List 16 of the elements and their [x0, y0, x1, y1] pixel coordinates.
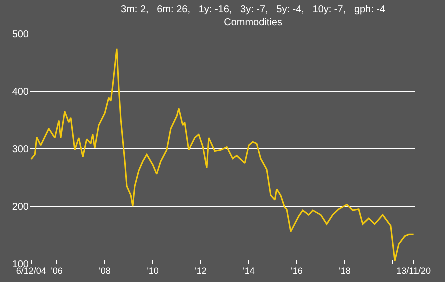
- x-tick-label: '06: [51, 266, 63, 276]
- x-tick-label: '10: [147, 266, 159, 276]
- y-tick-label: 200: [12, 202, 30, 213]
- x-tick-label: '12: [195, 266, 207, 276]
- chart-title: 3m: 2, 6m: 26, 1y: -16, 3y: -7, 5y: -4, 10y: -7, gph: -4: [121, 4, 386, 16]
- line-series: [30, 48, 415, 262]
- y-tick-label: 300: [12, 144, 30, 156]
- x-tick-label: '14: [243, 266, 255, 276]
- y-tick-label: 500: [12, 30, 30, 40]
- y-tick-label: 400: [12, 87, 30, 98]
- x-tick-label: '16: [291, 266, 303, 276]
- x-tick-label: 13/11/20: [396, 266, 432, 276]
- x-tick-label: '18: [339, 266, 351, 276]
- chart-subtitle: Commodities: [224, 18, 282, 29]
- x-tick-label: '08: [99, 266, 111, 276]
- x-tick-label: 6/12/04: [16, 266, 46, 276]
